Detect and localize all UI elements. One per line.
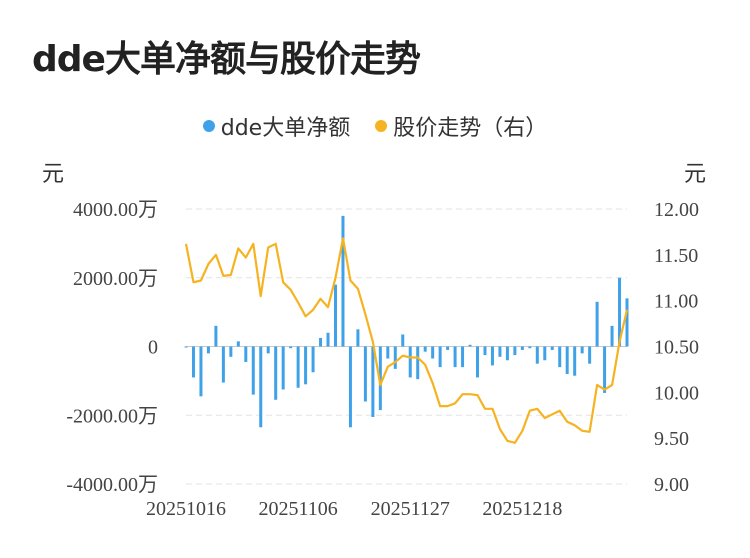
bar (490, 346, 494, 366)
bar (401, 334, 405, 347)
bar (393, 346, 397, 369)
right-axis-unit: 元 (684, 162, 707, 187)
bar (416, 346, 420, 380)
right-axis-tick-label: 9.50 (654, 428, 689, 450)
bar (206, 346, 210, 354)
bar (378, 346, 382, 411)
right-axis-labels: 12.00 11.50 11.00 10.50 10.00 9.50 9.00 (654, 199, 699, 496)
left-axis-tick-label: -4000.00万 (66, 474, 158, 496)
bar-series-dde (184, 215, 629, 428)
left-axis-unit: 元 (42, 162, 65, 187)
bar (528, 346, 532, 349)
bar (281, 346, 285, 390)
legend-label-price: 股价走势（右） (393, 116, 548, 141)
chart-title: dde大单净额与股价走势 (32, 39, 421, 80)
bar (505, 346, 509, 361)
bar (199, 346, 203, 397)
bar (431, 346, 435, 359)
bar (191, 346, 195, 378)
bar (595, 301, 599, 347)
bar (333, 284, 337, 347)
right-axis-tick-label: 10.00 (654, 382, 699, 404)
bar (229, 346, 233, 357)
right-axis-tick-label: 9.00 (654, 474, 689, 496)
bar (573, 346, 577, 376)
legend-item-dde[interactable]: dde大单净额 (202, 110, 351, 142)
bar (603, 346, 607, 393)
price-line (184, 237, 629, 444)
bar (274, 346, 278, 400)
legend-item-price[interactable]: 股价走势（右） (375, 110, 547, 142)
bar (588, 346, 592, 364)
bar (543, 346, 547, 361)
bar (296, 346, 300, 388)
line-series-price (184, 237, 629, 444)
bar (618, 277, 622, 347)
legend-label-dde: dde大单净额 (220, 116, 351, 141)
right-axis-tick-label: 11.50 (654, 245, 698, 267)
bar (266, 346, 270, 354)
bar (468, 344, 472, 347)
left-axis-tick-label: 0 (148, 337, 158, 359)
bar (535, 346, 539, 364)
bar (476, 346, 480, 378)
legend-marker-dde (202, 120, 215, 132)
bar (341, 215, 345, 347)
bar (520, 346, 524, 350)
bar (319, 337, 323, 347)
bar (558, 346, 562, 368)
x-axis-tick-label: 20251016 (146, 498, 226, 520)
bar (580, 346, 584, 354)
bar (251, 346, 255, 395)
bar (498, 346, 502, 357)
left-axis-tick-label: 2000.00万 (73, 268, 158, 290)
bar (259, 346, 263, 428)
bar (348, 346, 352, 428)
bar (236, 341, 240, 347)
bar (184, 346, 188, 348)
bar (483, 346, 487, 356)
bar (326, 332, 330, 347)
bar (244, 346, 248, 362)
bar (461, 346, 465, 368)
bar (356, 329, 360, 347)
bar (289, 346, 293, 349)
bar (304, 346, 308, 385)
bar (423, 346, 427, 352)
bar (565, 346, 569, 374)
left-axis-tick-label: -2000.00万 (66, 405, 158, 427)
x-axis-labels: 20251016 20251106 20251127 20251218 (146, 498, 562, 520)
chart-legend: dde大单净额 股价走势（右） (0, 110, 750, 142)
x-axis-tick-label: 20251218 (482, 498, 562, 520)
bar (453, 346, 457, 368)
right-axis-tick-label: 12.00 (654, 199, 699, 221)
bar (408, 346, 412, 378)
legend-marker-price (375, 120, 388, 132)
bar (550, 346, 554, 350)
bar (311, 346, 315, 373)
bar (625, 298, 629, 347)
left-axis-tick-label: 4000.00万 (73, 199, 158, 221)
bar (363, 346, 367, 402)
bar (214, 325, 218, 347)
bar (513, 346, 517, 356)
right-axis-tick-label: 10.50 (654, 337, 699, 359)
bar (446, 346, 450, 350)
right-axis-tick-label: 11.00 (654, 291, 698, 313)
x-axis-tick-label: 20251106 (258, 498, 337, 520)
left-axis-labels: 4000.00万 2000.00万 0 -2000.00万 -4000.00万 (66, 199, 158, 496)
bar (221, 346, 225, 383)
bar (610, 325, 614, 347)
bar (386, 346, 390, 359)
bar (371, 346, 375, 417)
bar (438, 346, 442, 368)
x-axis-tick-label: 20251127 (371, 498, 450, 520)
